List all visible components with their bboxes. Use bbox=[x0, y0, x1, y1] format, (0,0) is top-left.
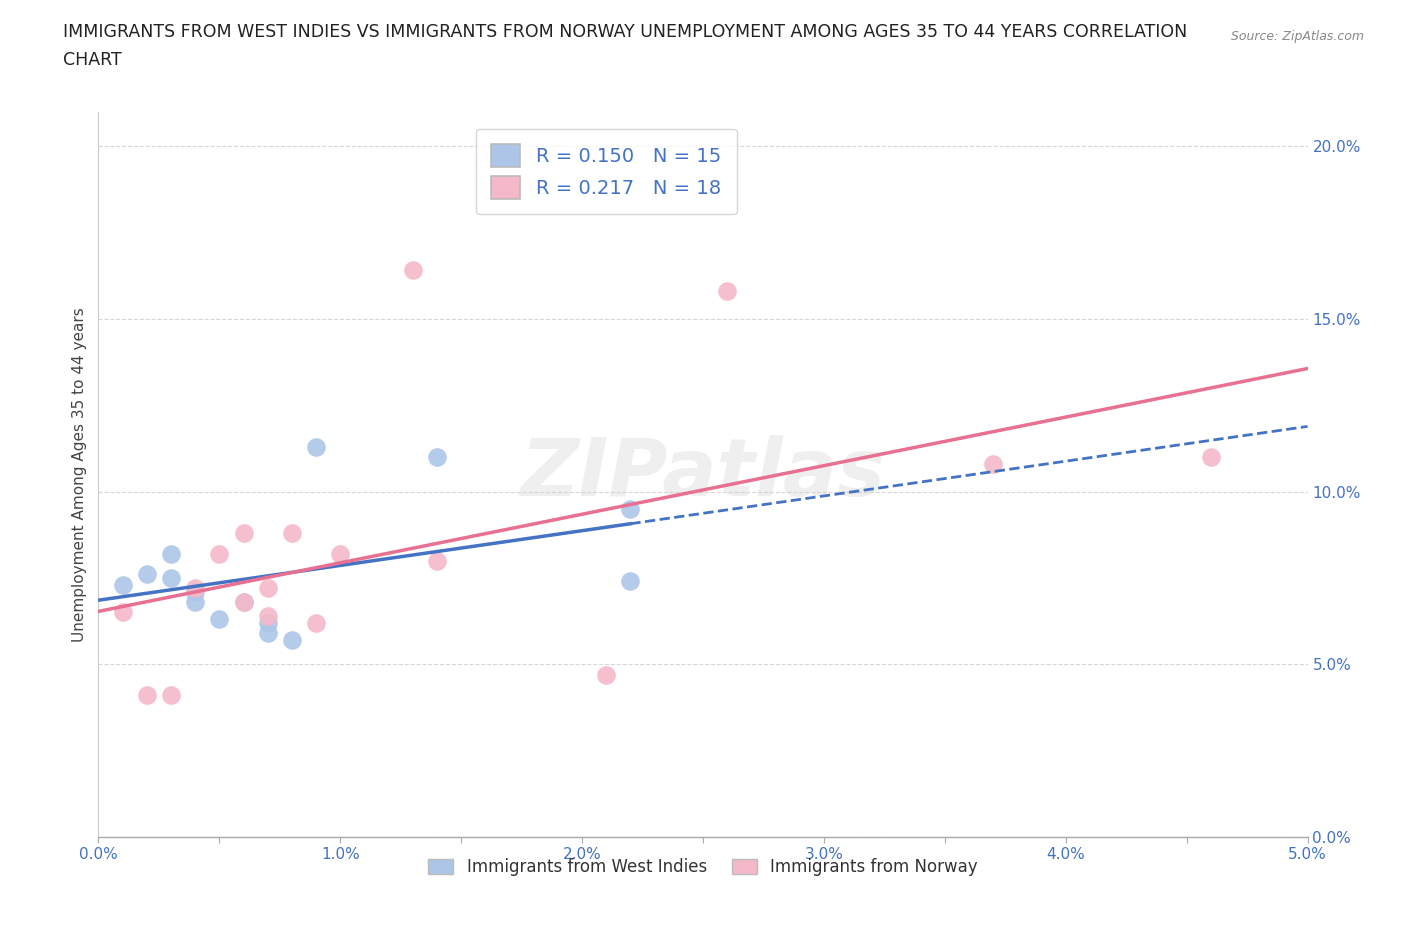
Point bbox=[281, 525, 304, 540]
Point bbox=[208, 546, 231, 561]
Point bbox=[256, 608, 278, 623]
Point bbox=[402, 263, 425, 278]
Point bbox=[111, 605, 134, 620]
Point bbox=[1199, 449, 1222, 464]
Point bbox=[111, 578, 134, 592]
Point bbox=[232, 594, 254, 609]
Point bbox=[184, 581, 207, 596]
Point bbox=[329, 546, 352, 561]
Point bbox=[256, 626, 278, 641]
Point bbox=[426, 553, 449, 568]
Point bbox=[595, 667, 617, 682]
Point bbox=[256, 581, 278, 596]
Point bbox=[305, 439, 328, 454]
Point bbox=[232, 594, 254, 609]
Text: IMMIGRANTS FROM WEST INDIES VS IMMIGRANTS FROM NORWAY UNEMPLOYMENT AMONG AGES 35: IMMIGRANTS FROM WEST INDIES VS IMMIGRANT… bbox=[63, 23, 1188, 41]
Point bbox=[160, 546, 183, 561]
Point bbox=[184, 584, 207, 599]
Y-axis label: Unemployment Among Ages 35 to 44 years: Unemployment Among Ages 35 to 44 years bbox=[72, 307, 87, 642]
Point bbox=[208, 612, 231, 627]
Point bbox=[232, 525, 254, 540]
Point bbox=[619, 501, 641, 516]
Point bbox=[184, 594, 207, 609]
Point bbox=[716, 284, 738, 299]
Text: ZIPatlas: ZIPatlas bbox=[520, 435, 886, 513]
Point bbox=[281, 632, 304, 647]
Point bbox=[135, 567, 157, 582]
Legend: Immigrants from West Indies, Immigrants from Norway: Immigrants from West Indies, Immigrants … bbox=[422, 852, 984, 883]
Point bbox=[305, 616, 328, 631]
Point bbox=[160, 570, 183, 585]
Point bbox=[619, 574, 641, 589]
Point bbox=[160, 688, 183, 703]
Point bbox=[426, 449, 449, 464]
Point bbox=[981, 457, 1004, 472]
Point bbox=[135, 688, 157, 703]
Text: CHART: CHART bbox=[63, 51, 122, 69]
Point bbox=[256, 616, 278, 631]
Text: Source: ZipAtlas.com: Source: ZipAtlas.com bbox=[1230, 30, 1364, 43]
